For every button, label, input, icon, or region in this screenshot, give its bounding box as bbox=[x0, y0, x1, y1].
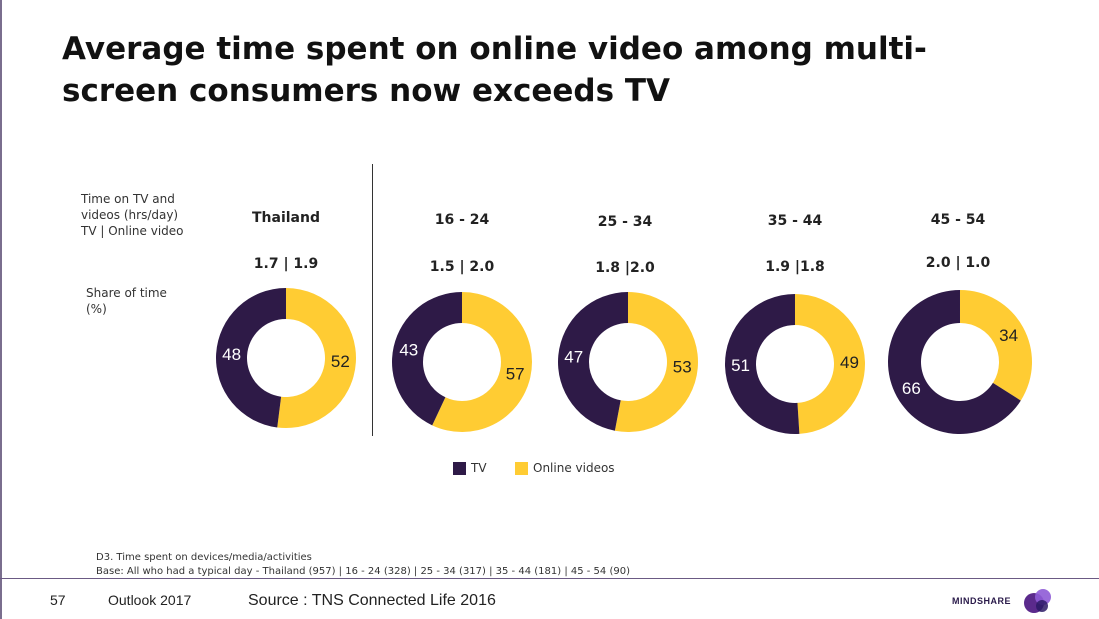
data-label-online-45-54: 34 bbox=[999, 326, 1018, 345]
time-row-label-line: Time on TV and bbox=[81, 192, 175, 206]
donut-slice-tv-thailand bbox=[216, 288, 286, 428]
slide-title: Average time spent on online video among… bbox=[62, 28, 1022, 112]
donut-slice-tv-45-54 bbox=[888, 290, 1021, 434]
group-hours-35-44: 1.9 |1.8 bbox=[765, 259, 825, 275]
donut-slice-online-16-24 bbox=[432, 292, 532, 432]
logo-mark-icon bbox=[1024, 589, 1051, 613]
data-label-tv-25-34: 47 bbox=[564, 347, 583, 366]
report-name: Outlook 2017 bbox=[108, 592, 192, 608]
group-hours-thailand: 1.7 | 1.9 bbox=[253, 256, 319, 272]
group-label-16-24: 16 - 24 bbox=[434, 212, 490, 228]
legend-swatch-tv bbox=[453, 462, 466, 475]
donut-slice-online-45-54 bbox=[960, 290, 1033, 401]
title-line-1: Average time spent on online video among… bbox=[62, 31, 927, 67]
source-note: Source : TNS Connected Life 2016 bbox=[248, 592, 496, 609]
group-hours-45-54: 2.0 | 1.0 bbox=[925, 255, 991, 271]
group-label-25-34: 25 - 34 bbox=[597, 214, 653, 230]
donut-slice-tv-35-44 bbox=[725, 294, 800, 434]
title-line-2: screen consumers now exceeds TV bbox=[62, 73, 670, 109]
donut-slice-online-thailand bbox=[277, 288, 357, 428]
donut-slice-online-25-34 bbox=[614, 292, 698, 433]
footnote-question: D3. Time spent on devices/media/activiti… bbox=[96, 552, 312, 563]
share-row-label-line: Share of time bbox=[86, 286, 167, 300]
legend-label-online-videos: Online videos bbox=[533, 461, 615, 475]
donut-slice-online-35-44 bbox=[795, 294, 866, 434]
share-row-label-line: (%) bbox=[86, 302, 107, 316]
footnote-base: Base: All who had a typical day - Thaila… bbox=[96, 566, 630, 577]
donut-slice-tv-16-24 bbox=[392, 292, 462, 426]
group-label-45-54: 45 - 54 bbox=[930, 212, 986, 228]
group-hours-25-34: 1.8 |2.0 bbox=[595, 260, 655, 276]
mindshare-logo: MINDSHARE bbox=[952, 586, 1062, 616]
time-row-label-line: TV | Online video bbox=[81, 224, 184, 238]
data-label-tv-45-54: 66 bbox=[902, 379, 921, 398]
data-label-online-35-44: 49 bbox=[840, 353, 859, 372]
group-label-thailand: Thailand bbox=[252, 210, 320, 226]
data-label-online-thailand: 52 bbox=[331, 352, 350, 371]
time-row-label: Time on TV and videos (hrs/day) TV | Onl… bbox=[81, 191, 184, 239]
data-label-tv-thailand: 48 bbox=[222, 345, 241, 364]
slide-left-border bbox=[0, 0, 2, 619]
data-label-tv-35-44: 51 bbox=[731, 356, 750, 375]
group-label-35-44: 35 - 44 bbox=[767, 213, 823, 229]
footer-rule bbox=[0, 578, 1099, 579]
time-row-label-line: videos (hrs/day) bbox=[81, 208, 179, 222]
donut-slice-tv-25-34 bbox=[558, 292, 628, 431]
data-label-online-25-34: 53 bbox=[673, 358, 692, 377]
page-number: 57 bbox=[50, 592, 66, 608]
share-row-label: Share of time (%) bbox=[86, 285, 167, 317]
legend-label-tv: TV bbox=[471, 461, 487, 475]
group-hours-16-24: 1.5 | 2.0 bbox=[429, 259, 495, 275]
logo-wordmark: MINDSHARE bbox=[952, 596, 1012, 606]
data-label-online-16-24: 57 bbox=[506, 364, 525, 383]
thailand-age-divider bbox=[372, 164, 373, 436]
legend-swatch-online-videos bbox=[515, 462, 528, 475]
data-label-tv-16-24: 43 bbox=[399, 341, 418, 360]
